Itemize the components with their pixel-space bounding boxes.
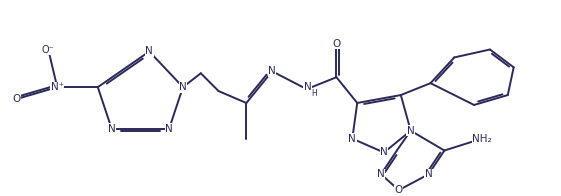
Text: O⁻: O⁻ — [42, 44, 54, 54]
Text: N: N — [348, 134, 356, 144]
Text: N: N — [377, 169, 385, 179]
Text: N⁺: N⁺ — [50, 82, 64, 92]
Text: N: N — [304, 82, 311, 92]
Text: N: N — [179, 82, 187, 92]
Text: H: H — [311, 89, 316, 98]
Text: O: O — [12, 94, 21, 104]
Text: N: N — [407, 126, 415, 136]
Text: N: N — [108, 124, 116, 134]
Text: N: N — [268, 66, 276, 76]
Text: N: N — [380, 148, 388, 158]
Text: O: O — [332, 39, 341, 49]
Text: N: N — [165, 124, 173, 134]
Text: N: N — [425, 169, 433, 179]
Text: NH₂: NH₂ — [472, 134, 492, 144]
Text: N: N — [145, 46, 153, 56]
Text: O: O — [395, 185, 403, 195]
